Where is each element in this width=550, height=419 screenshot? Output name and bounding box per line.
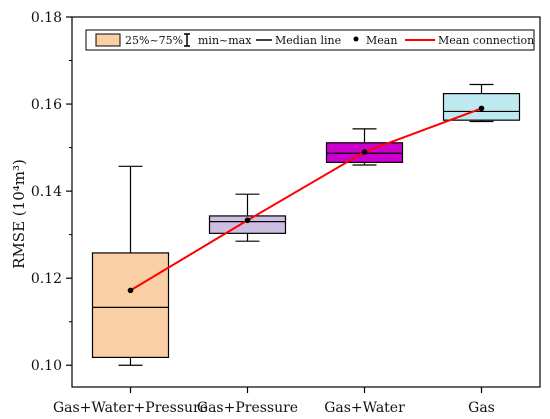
mean-point xyxy=(361,149,368,155)
legend-whisker-symbol xyxy=(184,33,190,47)
y-tick-label: 0.16 xyxy=(31,97,62,113)
legend-mean-label: Mean xyxy=(366,34,397,47)
mean-point xyxy=(244,217,251,224)
legend-range-swatch xyxy=(95,33,121,47)
y-tick-label: 0.14 xyxy=(31,184,62,200)
mean-point xyxy=(127,287,134,294)
box-gas-pressure xyxy=(208,193,287,242)
box-gas xyxy=(442,83,521,123)
box-iqr xyxy=(91,252,170,359)
mean-connection-line xyxy=(129,107,482,292)
box-iqr xyxy=(208,215,287,234)
legend-connection-label: Mean connection xyxy=(438,34,534,47)
legend-median-label: Median line xyxy=(275,34,341,47)
mean-point xyxy=(478,105,485,112)
x-tick-label: Gas xyxy=(468,400,495,416)
x-tick-label: Gas+Water+Pressure xyxy=(53,400,208,416)
box-gas-water xyxy=(325,128,404,166)
legend: 25%~75% min~max Median line Mean Mean co… xyxy=(85,29,535,51)
y-tick-label: 0.10 xyxy=(31,358,62,374)
x-tick-label: Gas+Water xyxy=(324,400,405,416)
y-tick-label: 0.12 xyxy=(31,271,62,287)
x-tick-label: Gas+Pressure xyxy=(197,400,298,416)
y-axis-title: RMSE (10⁴m³) xyxy=(10,159,28,269)
y-tick-label: 0.18 xyxy=(31,10,62,26)
box-gas-water-pressure xyxy=(91,165,170,366)
legend-range-label: 25%~75% xyxy=(125,34,183,47)
legend-mean-symbol xyxy=(353,36,359,42)
plot-frame xyxy=(71,16,541,388)
legend-whisker-label: min~max xyxy=(198,34,252,47)
legend-frame xyxy=(85,29,535,51)
plot-area: 0.10 0.12 0.14 0.16 0.18 RMSE (10⁴m³) Gas+Wate… xyxy=(10,10,541,416)
